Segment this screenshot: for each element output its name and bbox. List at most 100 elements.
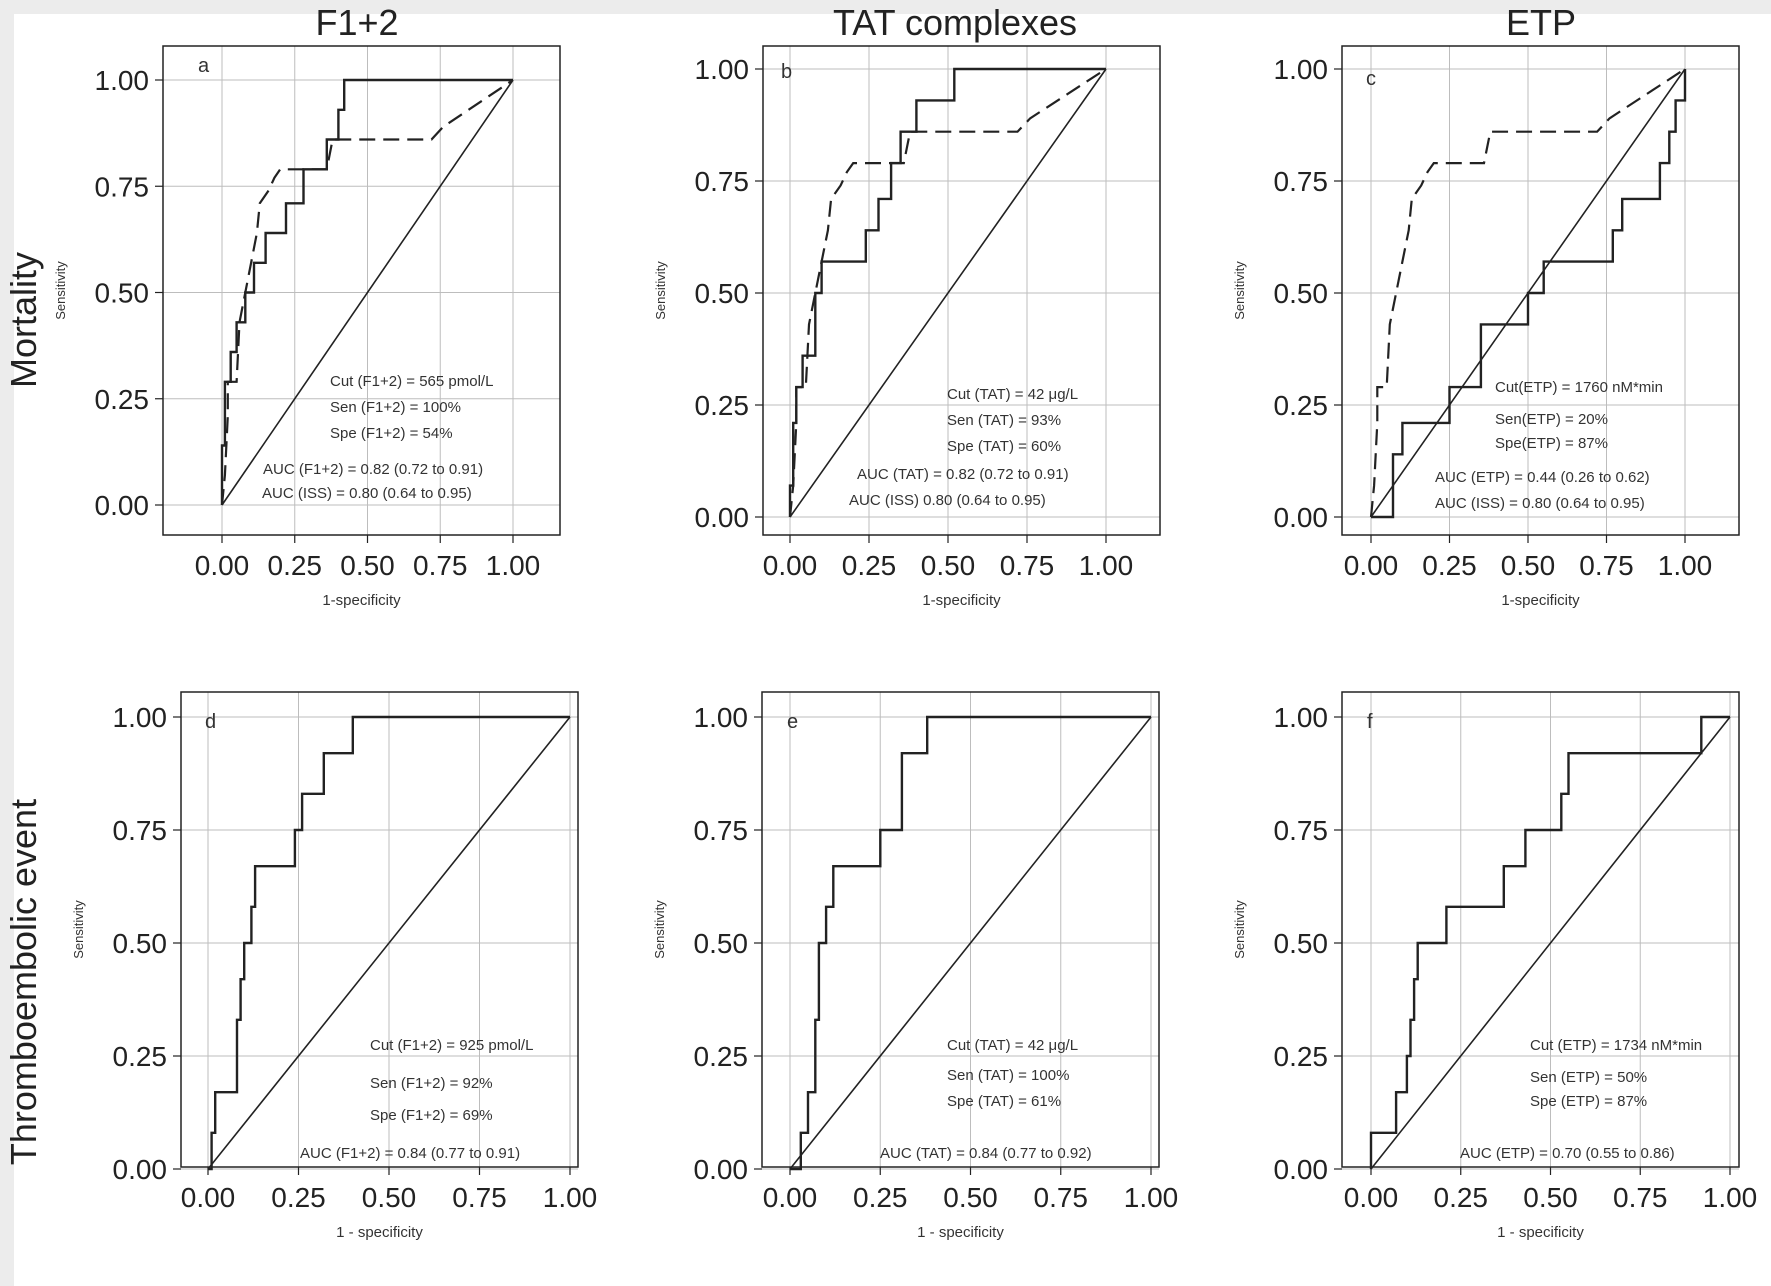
stat-annotation: Sen (F1+2) = 92% xyxy=(370,1075,493,1092)
roc-curve-reference xyxy=(221,79,514,506)
panel-letter: d xyxy=(205,711,216,733)
stat-annotation: Sen (F1+2) = 100% xyxy=(330,399,461,416)
y-axis-label: Sensitivity xyxy=(1232,900,1247,959)
x-tick-label: 0.75 xyxy=(1000,550,1055,581)
y-tick-label: 1.00 xyxy=(113,702,168,733)
x-tick-label: 0.50 xyxy=(1523,1182,1578,1213)
x-axis-label: 1 - specificity xyxy=(1497,1224,1584,1241)
panel-letter: e xyxy=(787,711,798,733)
y-tick-label: 0.75 xyxy=(695,166,750,197)
y-tick-label: 1.00 xyxy=(95,65,150,96)
x-tick-label: 1.00 xyxy=(1703,1182,1758,1213)
y-tick-label: 0.75 xyxy=(113,815,168,846)
x-tick-label: 1.00 xyxy=(1124,1182,1179,1213)
roc-panel-f: 0.00 0.00 0.25 0.25 0.50 0.50 0.75 0.75 1.00 1.00… xyxy=(1232,691,1758,1241)
y-tick-label: 0.50 xyxy=(95,278,150,309)
column-title-f12: F1+2 xyxy=(315,2,399,43)
roc-curve-reference xyxy=(789,716,1152,1170)
roc-curve-etp xyxy=(1369,715,1730,1169)
y-tick-label: 0.50 xyxy=(695,278,750,309)
top-frame-band xyxy=(0,0,1771,14)
x-axis-label: 1-specificity xyxy=(322,592,401,609)
panel-letter: a xyxy=(198,55,210,77)
roc-panel-b: 0.00 0.00 0.25 0.25 0.50 0.50 0.75 0.75 1.00 1.00… xyxy=(653,45,1161,609)
roc-curve-etp xyxy=(1371,69,1687,519)
stat-annotation: AUC (F1+2) = 0.84 (0.77 to 0.91) xyxy=(300,1145,520,1162)
y-tick-label: 0.25 xyxy=(1274,1041,1329,1072)
x-tick-label: 0.00 xyxy=(181,1182,236,1213)
plot-frame xyxy=(162,45,561,536)
y-tick-label: 1.00 xyxy=(694,702,749,733)
roc-curve-iss xyxy=(220,79,514,506)
x-axis-label: 1-specificity xyxy=(922,592,1001,609)
x-tick-label: 0.75 xyxy=(452,1182,507,1213)
y-axis-label: Sensitivity xyxy=(653,261,668,320)
stat-annotation: Sen (TAT) = 100% xyxy=(947,1067,1069,1084)
stat-annotation: Cut(ETP) = 1760 nM*min xyxy=(1495,379,1663,396)
x-tick-label: 0.75 xyxy=(413,550,468,581)
x-tick-label: 0.50 xyxy=(943,1182,998,1213)
stat-annotation: Spe (ETP) = 87% xyxy=(1530,1093,1647,1110)
x-axis-label: 1-specificity xyxy=(1501,592,1580,609)
y-tick-label: 1.00 xyxy=(1274,54,1329,85)
y-tick-label: 0.00 xyxy=(95,490,150,521)
x-tick-label: 0.25 xyxy=(271,1182,326,1213)
y-axis-label: Sensitivity xyxy=(71,900,86,959)
roc-curve-iss xyxy=(788,68,1107,518)
x-tick-label: 0.50 xyxy=(921,550,976,581)
left-frame-band xyxy=(0,0,14,1286)
x-tick-label: 1.00 xyxy=(1658,550,1713,581)
x-tick-label: 0.75 xyxy=(1613,1182,1668,1213)
x-tick-label: 0.00 xyxy=(1344,1182,1399,1213)
y-tick-label: 0.25 xyxy=(113,1041,168,1072)
stat-annotation: Cut (TAT) = 42 μg/L xyxy=(947,386,1078,403)
roc-curve-f12 xyxy=(208,715,570,1171)
roc-curve-tat xyxy=(790,715,1151,1171)
x-tick-label: 0.50 xyxy=(362,1182,417,1213)
x-axis-label: 1 - specificity xyxy=(917,1224,1004,1241)
y-axis-label: Sensitivity xyxy=(53,261,68,320)
y-tick-label: 0.00 xyxy=(1274,502,1329,533)
roc-curve-reference xyxy=(207,716,571,1170)
y-axis-label: Sensitivity xyxy=(1232,261,1247,320)
y-tick-label: 0.25 xyxy=(95,384,150,415)
y-tick-label: 0.75 xyxy=(95,171,150,202)
x-tick-label: 0.00 xyxy=(1344,550,1399,581)
stat-annotation: AUC (F1+2) = 0.82 (0.72 to 0.91) xyxy=(263,461,483,478)
stat-annotation: Sen (TAT) = 93% xyxy=(947,412,1061,429)
panel-letter: b xyxy=(781,61,792,83)
y-tick-label: 0.25 xyxy=(1274,390,1329,421)
stat-annotation: Cut (TAT) = 42 μg/L xyxy=(947,1037,1078,1054)
stat-annotation: AUC (ISS) = 0.80 (0.64 to 0.95) xyxy=(1435,495,1645,512)
x-tick-label: 0.75 xyxy=(1579,550,1634,581)
y-tick-label: 0.50 xyxy=(113,928,168,959)
roc-panel-a: 0.00 0.00 0.25 0.25 0.50 0.50 0.75 0.75 1.00 1.00… xyxy=(53,45,561,609)
plot-frame xyxy=(1341,691,1740,1168)
stat-annotation: Sen(ETP) = 20% xyxy=(1495,411,1608,428)
roc-curve-reference xyxy=(789,68,1107,518)
x-tick-label: 0.00 xyxy=(763,1182,818,1213)
stat-annotation: Sen (ETP) = 50% xyxy=(1530,1069,1647,1086)
stat-annotation: Spe (F1+2) = 69% xyxy=(370,1107,493,1124)
y-axis-label: Sensitivity xyxy=(652,900,667,959)
y-tick-label: 0.75 xyxy=(694,815,749,846)
y-tick-label: 0.25 xyxy=(694,1041,749,1072)
y-tick-label: 0.00 xyxy=(113,1154,168,1185)
y-tick-label: 0.00 xyxy=(695,502,750,533)
stat-annotation: Cut (F1+2) = 565 pmol/L xyxy=(330,373,493,390)
x-tick-label: 0.00 xyxy=(763,550,818,581)
plot-frame xyxy=(1341,45,1740,536)
panel-letter: c xyxy=(1366,68,1376,90)
x-tick-label: 0.00 xyxy=(195,550,250,581)
y-tick-label: 1.00 xyxy=(695,54,750,85)
stat-annotation: Spe (TAT) = 61% xyxy=(947,1093,1061,1110)
y-tick-label: 0.75 xyxy=(1274,166,1329,197)
x-tick-label: 0.25 xyxy=(268,550,323,581)
stat-annotation: Cut (ETP) = 1734 nM*min xyxy=(1530,1037,1702,1054)
y-tick-label: 0.50 xyxy=(694,928,749,959)
stat-annotation: AUC (ISS) = 0.80 (0.64 to 0.95) xyxy=(262,485,472,502)
x-tick-label: 1.00 xyxy=(543,1182,598,1213)
stat-annotation: AUC (ETP) = 0.70 (0.55 to 0.86) xyxy=(1460,1145,1675,1162)
x-tick-label: 1.00 xyxy=(486,550,541,581)
